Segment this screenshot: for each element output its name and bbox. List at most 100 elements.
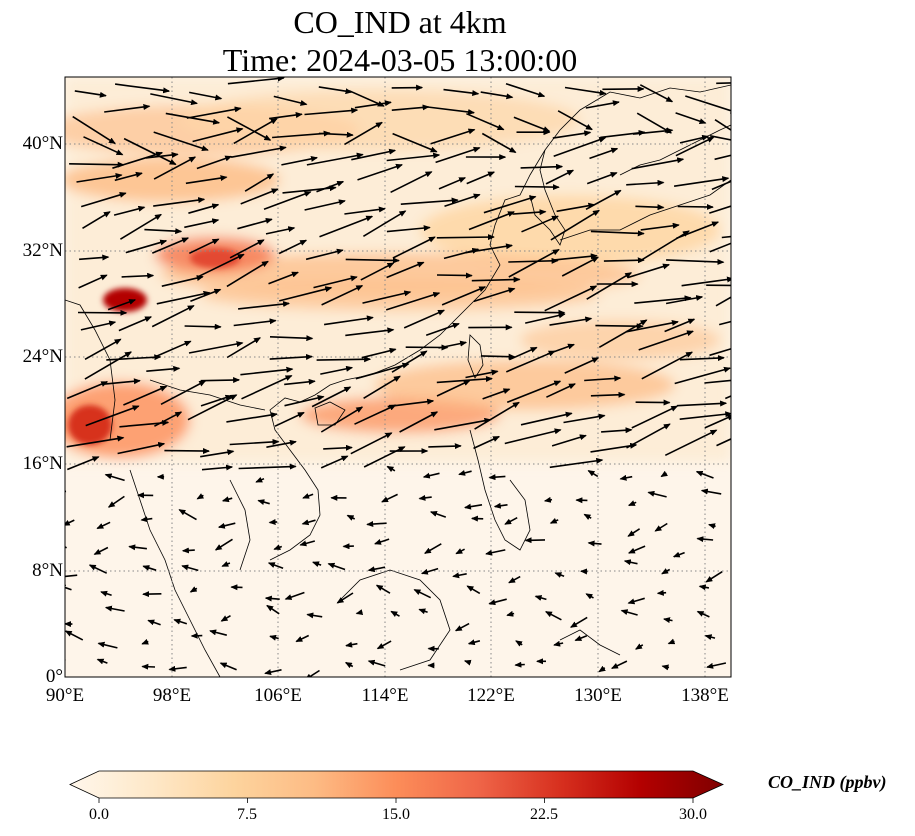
wind-vector-arrow [463, 659, 472, 666]
wind-vector-arrow [153, 131, 209, 152]
wind-vector-arrow [84, 338, 122, 360]
wind-vector-arrow [273, 544, 283, 550]
wind-vector-arrow [466, 171, 496, 185]
wind-vector-arrow [190, 288, 222, 302]
wind-vector-arrow [598, 665, 606, 673]
colorbar-tick-label: 22.5 [530, 806, 558, 823]
x-tick-label: 106°E [254, 685, 302, 706]
wind-vector-arrow [181, 547, 195, 554]
wind-vector-arrow [257, 499, 270, 506]
wind-vector-arrow [520, 163, 564, 170]
wind-vector-arrow [268, 112, 303, 120]
wind-vector-arrow [233, 318, 277, 327]
wind-vector-arrow [65, 490, 67, 493]
wind-vector-arrow [635, 643, 644, 650]
wind-vector-arrow [627, 500, 637, 507]
figure-title-line1: CO_IND at 4km [293, 4, 507, 40]
wind-vector-arrow [154, 411, 183, 427]
wind-vector-arrow [681, 276, 731, 287]
wind-vector-arrow [525, 312, 566, 324]
wind-vector-arrow [192, 127, 244, 143]
wind-vector-arrow [585, 100, 620, 109]
wind-vector-arrow [83, 136, 124, 156]
wind-vector-arrow [268, 519, 278, 526]
wind-vector-arrow [151, 237, 190, 254]
wind-vector-arrow [229, 438, 280, 446]
wind-vector-arrow [319, 215, 374, 238]
wind-vector-arrow [436, 272, 473, 279]
wind-vector-arrow [392, 236, 436, 259]
wind-vector-arrow [200, 394, 233, 407]
wind-vector-arrow [160, 380, 207, 406]
wind-vector-arrow [119, 213, 162, 240]
wind-vector-arrow [465, 243, 513, 254]
wind-vector-arrow [685, 95, 731, 114]
wind-vector-arrow [483, 195, 537, 214]
wind-vector-arrow [706, 662, 727, 669]
wind-vector-arrow [346, 514, 356, 521]
wind-vector-arrow [508, 575, 521, 584]
colorbar-label: CO_IND (ppbv) [768, 772, 887, 792]
y-tick-label: 16°N [22, 453, 63, 474]
wind-vector-arrow [323, 444, 353, 451]
wind-vector-arrow [425, 322, 460, 336]
wind-vector-arrow [399, 411, 439, 433]
wind-vector-arrow [299, 540, 316, 547]
wind-vector-arrow [553, 136, 607, 157]
wind-vector-arrow [493, 502, 508, 509]
wind-vector-arrow [676, 400, 728, 407]
wind-vector-arrow [279, 286, 333, 302]
wind-vector-arrow [583, 513, 592, 520]
wind-vector-arrow [436, 234, 495, 241]
wind-vector-arrow [603, 257, 645, 264]
wind-vector-arrow [188, 203, 220, 214]
y-tick-label: 40°N [22, 133, 63, 154]
wind-vector-arrow [153, 156, 197, 180]
wind-vector-arrow [639, 84, 674, 103]
wind-vector-arrow [626, 179, 665, 186]
wind-vector-arrow [295, 634, 310, 643]
wind-vector-arrow [716, 438, 731, 447]
wind-vector-arrow [696, 610, 710, 618]
wind-vector-arrow [363, 446, 406, 468]
wind-vector-arrow [312, 561, 322, 568]
wind-vector-arrow [200, 377, 241, 384]
wind-vector-arrow [74, 90, 107, 98]
wind-vector-arrow [714, 154, 731, 161]
wind-vector-arrow [351, 148, 397, 161]
colorbar-tick-label: 15.0 [382, 806, 410, 823]
wind-vector-arrow [318, 131, 354, 138]
wind-vector-arrow [634, 295, 692, 304]
wind-vector-arrow [344, 121, 383, 146]
wind-vector-arrow [586, 172, 618, 185]
wind-vector-arrow [434, 417, 492, 431]
wind-vector-arrow [306, 612, 323, 619]
wind-vector-arrow [284, 591, 305, 600]
wind-vector-arrow [301, 519, 316, 526]
wind-vector-arrow [631, 157, 685, 170]
wind-vector-arrow [219, 662, 237, 671]
wind-vector-arrow [345, 327, 395, 337]
wind-vector-arrow [281, 155, 318, 166]
wind-vector-arrow [168, 665, 187, 672]
wind-vector-arrow [97, 641, 118, 649]
wind-vector-arrow [375, 584, 391, 594]
wind-vector-arrow [304, 669, 320, 677]
wind-vector-arrow [386, 225, 431, 233]
wind-vector-arrow [418, 608, 428, 615]
wind-vector-arrow [488, 474, 506, 481]
wind-vector-arrow [80, 192, 127, 208]
wind-vector-arrow [221, 496, 233, 503]
x-tick-label: 130°E [574, 685, 622, 706]
wind-vector-arrow [238, 463, 297, 470]
wind-vector-arrow [545, 169, 575, 185]
wind-vector-arrow [227, 77, 285, 85]
wind-vector-arrow [506, 610, 515, 617]
wind-vector-arrow [465, 369, 499, 379]
wind-vector-arrow [454, 622, 470, 632]
wind-vector-arrow [226, 337, 261, 359]
wind-vector-arrow [482, 388, 511, 400]
wind-vector-arrow [627, 528, 641, 537]
wind-vector-arrow [146, 365, 181, 372]
wind-vector-arrow [664, 429, 718, 457]
